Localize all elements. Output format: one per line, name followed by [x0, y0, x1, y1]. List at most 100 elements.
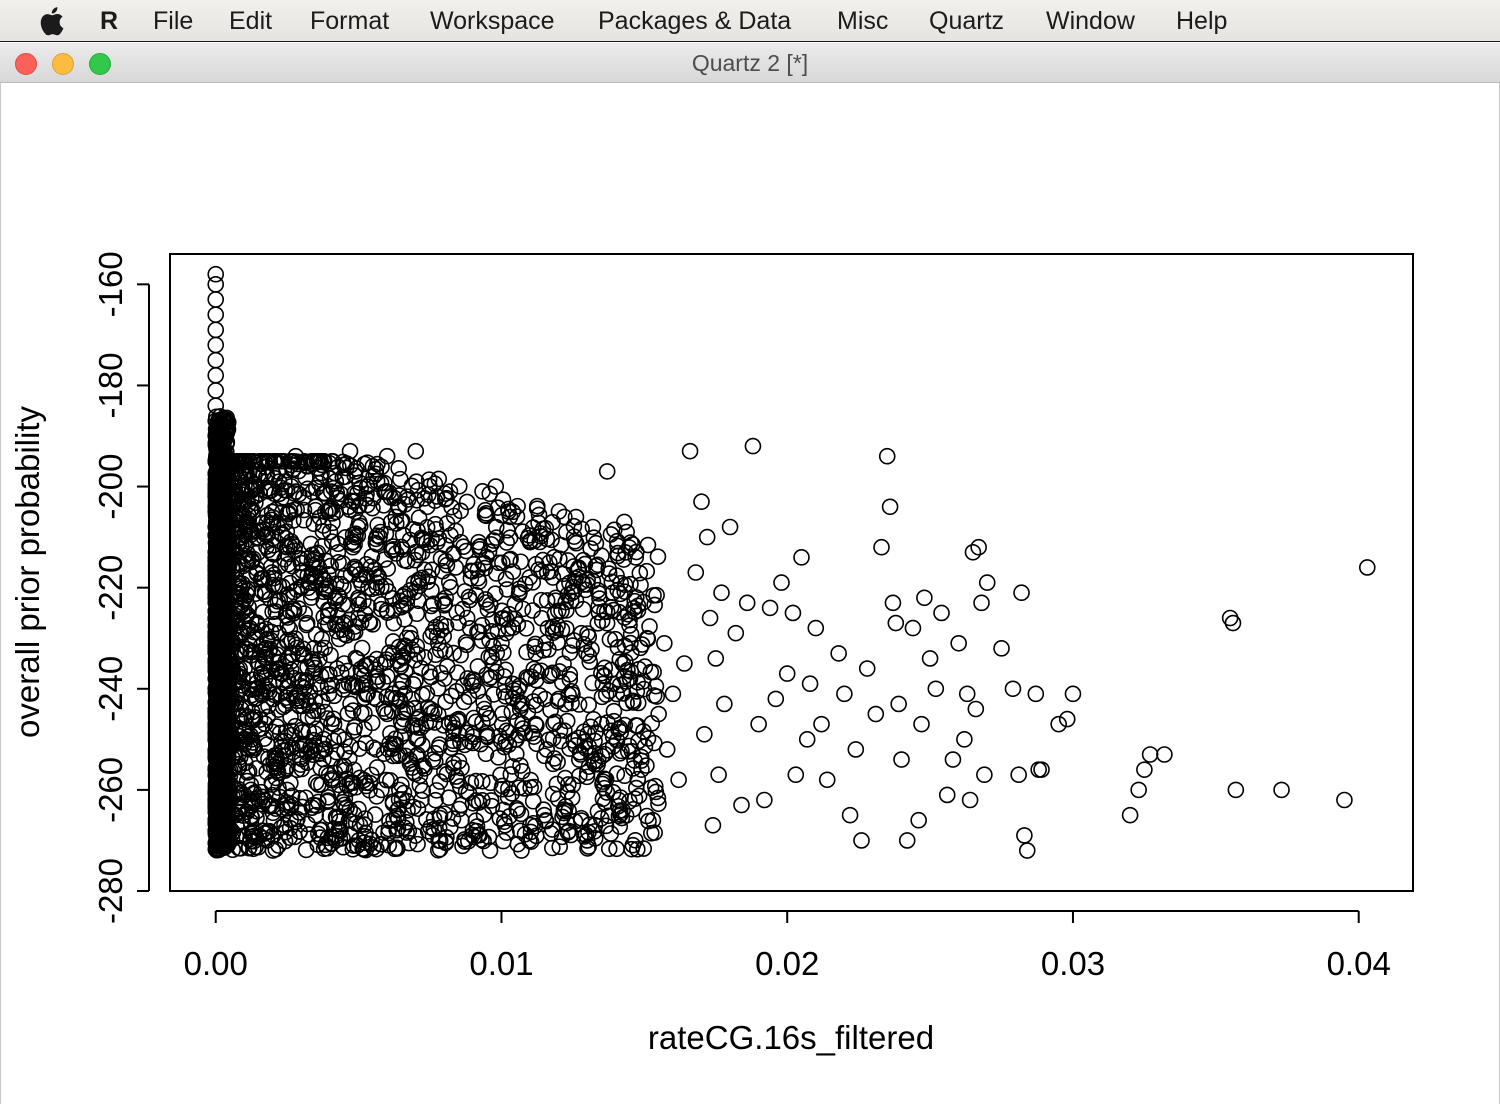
data-point-cloud — [578, 768, 596, 786]
data-point — [207, 265, 225, 283]
menu-window[interactable]: Window — [1046, 7, 1135, 35]
data-point — [847, 741, 865, 758]
data-point-cloud — [537, 812, 555, 830]
data-point-cloud — [542, 666, 560, 683]
data-point-cloud — [422, 818, 439, 836]
menu-help[interactable]: Help — [1176, 7, 1228, 35]
data-point-cloud — [471, 538, 488, 556]
data-point-cloud — [525, 728, 543, 745]
data-point-cloud — [458, 636, 475, 654]
data-point-cloud — [388, 839, 406, 857]
data-point-cloud — [305, 515, 323, 533]
data-point-cloud — [345, 761, 363, 779]
data-point-cloud — [212, 417, 230, 434]
data-point-cloud — [589, 803, 607, 820]
data-point-cloud — [356, 816, 373, 833]
window-titlebar[interactable]: Quartz 2 [*] — [0, 43, 1500, 83]
data-point-cloud — [248, 565, 266, 583]
data-point-cloud — [498, 824, 515, 841]
data-point-cloud — [451, 800, 468, 818]
menu-quartz[interactable]: Quartz — [929, 7, 1005, 35]
close-window-button[interactable] — [15, 53, 37, 75]
data-point-cloud — [330, 553, 347, 571]
data-point-cloud — [336, 743, 353, 761]
data-point-cloud — [629, 694, 647, 712]
data-point-cloud — [340, 812, 358, 829]
data-point-cloud — [212, 819, 230, 836]
data-point-cloud — [527, 635, 544, 653]
data-point — [1227, 781, 1245, 799]
data-point — [967, 700, 985, 718]
data-point-cloud — [612, 585, 629, 603]
data-point-cloud — [357, 841, 374, 859]
data-point-cloud — [498, 722, 515, 740]
menu-workspace[interactable]: Workspace — [430, 7, 555, 35]
data-point-cloud — [366, 561, 384, 578]
data-point-cloud — [260, 541, 277, 559]
data-point-cloud — [428, 782, 445, 799]
data-point-cloud — [346, 467, 364, 484]
data-point-cloud — [293, 677, 310, 695]
data-point-cloud — [488, 644, 506, 662]
data-point-cloud — [442, 739, 460, 757]
data-point-cloud — [238, 607, 255, 625]
data-point-cloud — [355, 592, 372, 610]
data-point-cloud — [506, 610, 524, 628]
data-point-cloud — [484, 611, 502, 628]
menu-misc[interactable]: Misc — [837, 7, 889, 35]
data-point — [916, 589, 933, 607]
data-point-cloud — [435, 597, 453, 614]
data-point-cloud — [357, 657, 375, 675]
menu-file[interactable]: File — [153, 7, 194, 35]
menu-r[interactable]: R — [100, 7, 119, 35]
data-point-cloud — [357, 734, 375, 752]
data-point — [681, 442, 699, 460]
data-point — [1010, 766, 1027, 784]
y-axis-title: overall prior probability — [9, 406, 46, 738]
data-point-cloud — [526, 532, 544, 550]
data-point-cloud — [518, 643, 535, 661]
data-point-cloud — [523, 724, 541, 742]
data-point-cloud — [367, 534, 385, 552]
data-point-cloud — [351, 816, 369, 834]
data-point — [664, 685, 682, 703]
data-point-cloud — [213, 707, 230, 724]
data-point-cloud — [258, 453, 276, 471]
data-point — [841, 806, 859, 824]
data-point-cloud — [646, 824, 663, 841]
data-point-cloud — [629, 674, 646, 691]
data-point-cloud — [254, 603, 272, 621]
data-point-cloud — [323, 676, 341, 694]
data-point-cloud — [315, 593, 333, 611]
data-point-cloud — [448, 683, 465, 700]
data-point-cloud — [610, 807, 628, 825]
data-point-cloud — [218, 778, 235, 796]
data-point-cloud — [527, 671, 545, 689]
zoom-window-button[interactable] — [89, 53, 111, 75]
data-point-cloud — [502, 550, 519, 568]
data-point-cloud — [331, 820, 349, 838]
menu-edit[interactable]: Edit — [229, 7, 273, 35]
data-point-cloud — [508, 508, 526, 525]
data-point-cloud — [619, 661, 636, 679]
data-point — [687, 564, 705, 581]
data-point-cloud — [532, 591, 550, 609]
data-point-cloud — [418, 685, 436, 702]
menu-format[interactable]: Format — [310, 7, 390, 35]
data-point-cloud — [416, 649, 433, 666]
data-point-cloud — [409, 546, 427, 564]
data-point-cloud — [364, 616, 382, 633]
menu-packages-data[interactable]: Packages & Data — [598, 7, 792, 35]
minimize-window-button[interactable] — [52, 53, 74, 75]
apple-icon[interactable] — [38, 6, 64, 36]
data-point-cloud — [272, 819, 290, 836]
data-point-cloud — [347, 528, 364, 546]
data-point-cloud — [351, 571, 369, 589]
data-point — [207, 306, 225, 323]
data-point-cloud — [321, 470, 339, 487]
data-point — [1018, 842, 1036, 859]
data-point-cloud — [618, 673, 635, 690]
data-point-cloud — [246, 479, 264, 497]
data-point-cloud — [234, 452, 252, 470]
data-point-cloud — [448, 711, 466, 729]
